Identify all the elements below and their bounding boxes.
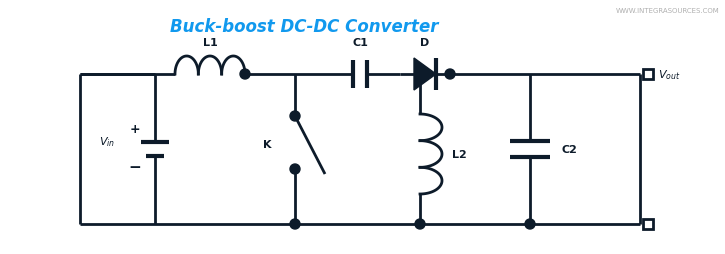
- Text: L1: L1: [202, 38, 217, 48]
- Circle shape: [415, 219, 425, 229]
- Text: K: K: [262, 139, 271, 149]
- Bar: [643, 70, 653, 80]
- Text: C1: C1: [352, 38, 368, 48]
- Circle shape: [240, 70, 250, 80]
- Circle shape: [290, 112, 300, 121]
- Text: D: D: [420, 38, 430, 48]
- Text: C2: C2: [562, 145, 578, 154]
- Circle shape: [290, 164, 300, 174]
- Circle shape: [445, 70, 455, 80]
- Polygon shape: [414, 59, 436, 91]
- Circle shape: [525, 219, 535, 229]
- Text: +: +: [130, 123, 141, 136]
- Text: −: −: [128, 160, 141, 175]
- Text: WWW.INTEGRASOURCES.COM: WWW.INTEGRASOURCES.COM: [616, 8, 720, 14]
- Text: $V_{out}$: $V_{out}$: [658, 68, 681, 82]
- Text: $V_{in}$: $V_{in}$: [99, 135, 115, 148]
- Text: L2: L2: [452, 149, 467, 159]
- Bar: [643, 219, 653, 229]
- Text: Buck-boost DC-DC Converter: Buck-boost DC-DC Converter: [170, 18, 439, 36]
- Circle shape: [290, 219, 300, 229]
